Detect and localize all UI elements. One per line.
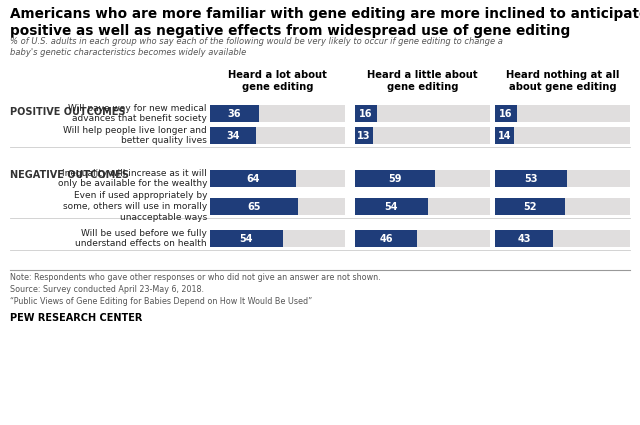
Text: % of U.S. adults in each group who say each of the following would be very likel: % of U.S. adults in each group who say e… bbox=[10, 37, 503, 57]
Bar bbox=[355, 198, 490, 215]
Text: Inequality will increase as it will
only be available for the wealthy: Inequality will increase as it will only… bbox=[58, 169, 207, 188]
Bar bbox=[355, 127, 490, 144]
Bar bbox=[495, 127, 514, 144]
Text: 36: 36 bbox=[228, 108, 241, 119]
Bar bbox=[495, 127, 630, 144]
Text: 64: 64 bbox=[246, 173, 260, 184]
Text: 65: 65 bbox=[247, 201, 260, 212]
Text: Will pave way for new medical
advances that benefit society: Will pave way for new medical advances t… bbox=[68, 104, 207, 123]
Text: 13: 13 bbox=[357, 130, 371, 141]
Text: 14: 14 bbox=[498, 130, 511, 141]
Text: Heard a lot about
gene editing: Heard a lot about gene editing bbox=[228, 70, 327, 92]
Bar bbox=[355, 230, 417, 247]
Bar bbox=[210, 105, 259, 122]
Text: 54: 54 bbox=[240, 233, 253, 244]
Text: Will help people live longer and
better quality lives: Will help people live longer and better … bbox=[63, 126, 207, 145]
Text: 43: 43 bbox=[517, 233, 531, 244]
Text: 59: 59 bbox=[388, 173, 401, 184]
Text: 52: 52 bbox=[524, 201, 537, 212]
Text: Heard a little about
gene editing: Heard a little about gene editing bbox=[367, 70, 478, 92]
Bar bbox=[495, 105, 516, 122]
Bar bbox=[210, 127, 345, 144]
Bar bbox=[210, 230, 283, 247]
Bar bbox=[495, 198, 565, 215]
Text: Will be used before we fully
understand effects on health: Will be used before we fully understand … bbox=[76, 229, 207, 248]
Bar bbox=[210, 230, 345, 247]
Text: Heard nothing at all
about gene editing: Heard nothing at all about gene editing bbox=[506, 70, 619, 92]
Bar bbox=[355, 105, 490, 122]
Bar bbox=[495, 230, 553, 247]
Bar bbox=[210, 105, 345, 122]
Text: Note: Respondents who gave other responses or who did not give an answer are not: Note: Respondents who gave other respons… bbox=[10, 273, 381, 306]
Bar bbox=[355, 170, 435, 187]
Text: 16: 16 bbox=[359, 108, 372, 119]
Bar bbox=[210, 198, 298, 215]
Bar bbox=[355, 105, 376, 122]
Bar bbox=[495, 170, 630, 187]
Text: Americans who are more familiar with gene editing are more inclined to anticipat: Americans who are more familiar with gen… bbox=[10, 7, 640, 38]
Text: 34: 34 bbox=[226, 130, 240, 141]
Bar bbox=[210, 170, 345, 187]
Bar bbox=[495, 170, 566, 187]
Bar bbox=[210, 127, 256, 144]
Text: 46: 46 bbox=[380, 233, 393, 244]
Bar bbox=[355, 170, 490, 187]
Bar bbox=[355, 198, 428, 215]
Text: NEGATIVE OUTCOMES: NEGATIVE OUTCOMES bbox=[10, 170, 129, 180]
Bar bbox=[495, 230, 630, 247]
Text: 54: 54 bbox=[385, 201, 398, 212]
Bar bbox=[355, 230, 490, 247]
Bar bbox=[495, 198, 630, 215]
Text: 16: 16 bbox=[499, 108, 513, 119]
Text: PEW RESEARCH CENTER: PEW RESEARCH CENTER bbox=[10, 313, 142, 323]
Text: POSITIVE OUTCOMES: POSITIVE OUTCOMES bbox=[10, 107, 125, 117]
Bar bbox=[355, 127, 372, 144]
Bar bbox=[495, 105, 630, 122]
Bar bbox=[210, 170, 296, 187]
Text: Even if used appropriately by
some, others will use in morally
unacceptable ways: Even if used appropriately by some, othe… bbox=[63, 191, 207, 222]
Bar bbox=[210, 198, 345, 215]
Text: 53: 53 bbox=[524, 173, 538, 184]
